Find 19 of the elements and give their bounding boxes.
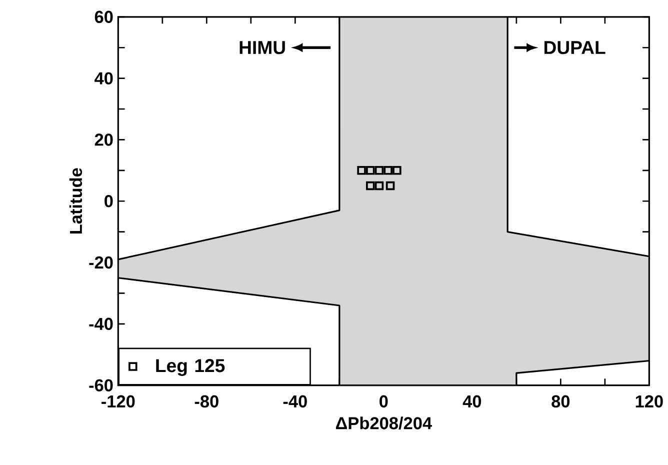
- x-axis-title: ΔPb208/204: [336, 416, 432, 430]
- legend-label: Leg 125: [156, 359, 225, 376]
- y-axis-title: Latitude: [69, 168, 82, 234]
- x-tick-label: -80: [194, 395, 218, 408]
- y-tick-label: -60: [89, 379, 113, 392]
- y-tick-label: 60: [94, 10, 113, 24]
- annotation: HIMU: [240, 41, 285, 54]
- y-tick-label: -20: [89, 256, 113, 269]
- x-tick-label: -120: [102, 395, 135, 408]
- annotation: DUPAL: [544, 41, 606, 54]
- x-tick-label: 80: [552, 395, 570, 408]
- x-tick-label: 40: [462, 395, 482, 408]
- x-tick-label: 0: [380, 395, 388, 408]
- y-tick-label: 0: [104, 195, 113, 208]
- y-tick-label: 40: [94, 72, 113, 84]
- y-tick-label: 20: [94, 134, 113, 146]
- y-tick-label: -40: [89, 318, 113, 330]
- x-tick-label: -40: [283, 395, 307, 408]
- x-tick-label: 120: [636, 395, 663, 408]
